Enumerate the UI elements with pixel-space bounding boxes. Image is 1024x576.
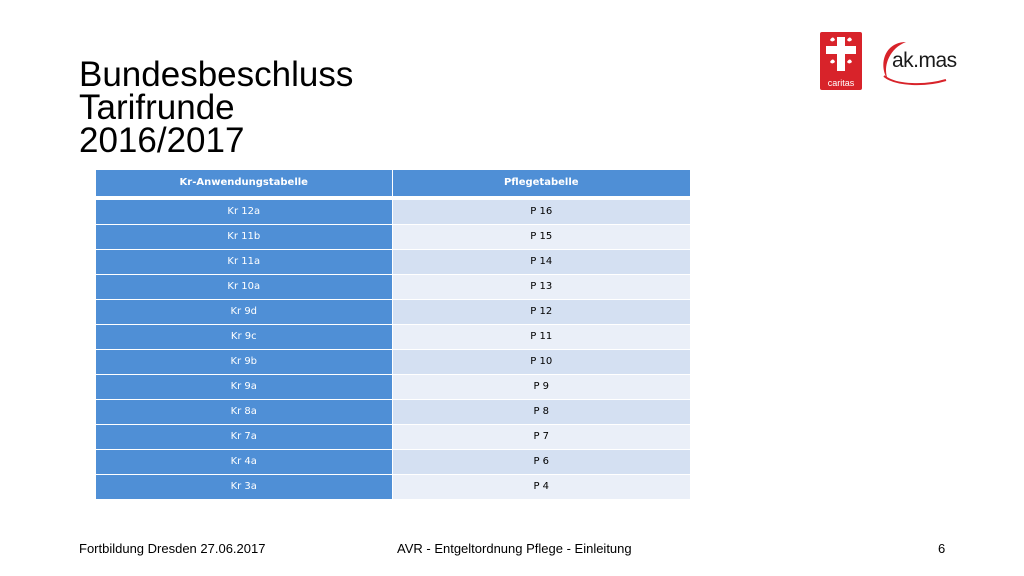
pflege-cell: P 4 xyxy=(391,475,690,499)
table-row: Kr 9d P 12 xyxy=(96,299,690,324)
slide-title: Bundesbeschluss Tarifrunde 2016/2017 xyxy=(79,55,419,160)
pflege-cell: P 8 xyxy=(391,400,690,424)
table-header-row: Kr-Anwendungstabelle Pflegetabelle xyxy=(96,170,690,196)
table-row: Kr 8a P 8 xyxy=(96,399,690,424)
kr-cell: Kr 12a xyxy=(96,200,392,224)
kr-cell: Kr 4a xyxy=(96,450,392,474)
pflege-cell: P 13 xyxy=(391,275,690,299)
caritas-logo: caritas xyxy=(820,32,862,90)
table-row: Kr 9b P 10 xyxy=(96,349,690,374)
pflege-cell: P 11 xyxy=(391,325,690,349)
table-row: Kr 11b P 15 xyxy=(96,224,690,249)
table-row: Kr 9a P 9 xyxy=(96,374,690,399)
kr-cell: Kr 9a xyxy=(96,375,392,399)
kr-cell: Kr 10a xyxy=(96,275,392,299)
pflege-cell: P 7 xyxy=(391,425,690,449)
kr-cell: Kr 9c xyxy=(96,325,392,349)
akmas-swoosh-icon xyxy=(883,42,947,86)
pflege-cell: P 6 xyxy=(391,450,690,474)
table-row: Kr 9c P 11 xyxy=(96,324,690,349)
pflege-cell: P 14 xyxy=(391,250,690,274)
caritas-flame-cross-icon xyxy=(826,37,856,71)
pflege-cell: P 15 xyxy=(391,225,690,249)
caritas-logo-text: caritas xyxy=(827,78,855,88)
table-row: Kr 12a P 16 xyxy=(96,199,690,224)
footer-event: Fortbildung Dresden 27.06.2017 xyxy=(79,541,266,556)
table-row: Kr 4a P 6 xyxy=(96,449,690,474)
akmas-logo: ak.mas xyxy=(876,36,972,88)
kr-cell: Kr 11b xyxy=(96,225,392,249)
kr-cell: Kr 11a xyxy=(96,250,392,274)
kr-cell: Kr 8a xyxy=(96,400,392,424)
title-line-1: Bundesbeschluss xyxy=(79,55,354,94)
title-line-2: Tarifrunde xyxy=(79,88,235,127)
table-row: Kr 10a P 13 xyxy=(96,274,690,299)
kr-cell: Kr 7a xyxy=(96,425,392,449)
page-number: 6 xyxy=(938,541,946,556)
title-line-3: 2016/2017 xyxy=(79,121,245,160)
table-row: Kr 7a P 7 xyxy=(96,424,690,449)
table-header-pflege: Pflegetabelle xyxy=(391,170,690,196)
akmas-logo-text: ak.mas xyxy=(892,49,957,72)
pflege-cell: P 12 xyxy=(391,300,690,324)
kr-cell: Kr 3a xyxy=(96,475,392,499)
footer-title: AVR - Entgeltordnung Pflege - Einleitung xyxy=(397,541,632,556)
table-body: Kr 12a P 16 Kr 11b P 15 Kr 11a P 14 Kr 10a P 13… xyxy=(96,199,690,499)
mapping-table: Kr-Anwendungstabelle Pflegetabelle Kr 12… xyxy=(96,170,690,499)
table-row: Kr 3a P 4 xyxy=(96,474,690,499)
kr-cell: Kr 9d xyxy=(96,300,392,324)
table-header-kr: Kr-Anwendungstabelle xyxy=(96,170,392,196)
pflege-cell: P 9 xyxy=(391,375,690,399)
pflege-cell: P 16 xyxy=(391,200,690,224)
kr-cell: Kr 9b xyxy=(96,350,392,374)
pflege-cell: P 10 xyxy=(391,350,690,374)
table-row: Kr 11a P 14 xyxy=(96,249,690,274)
